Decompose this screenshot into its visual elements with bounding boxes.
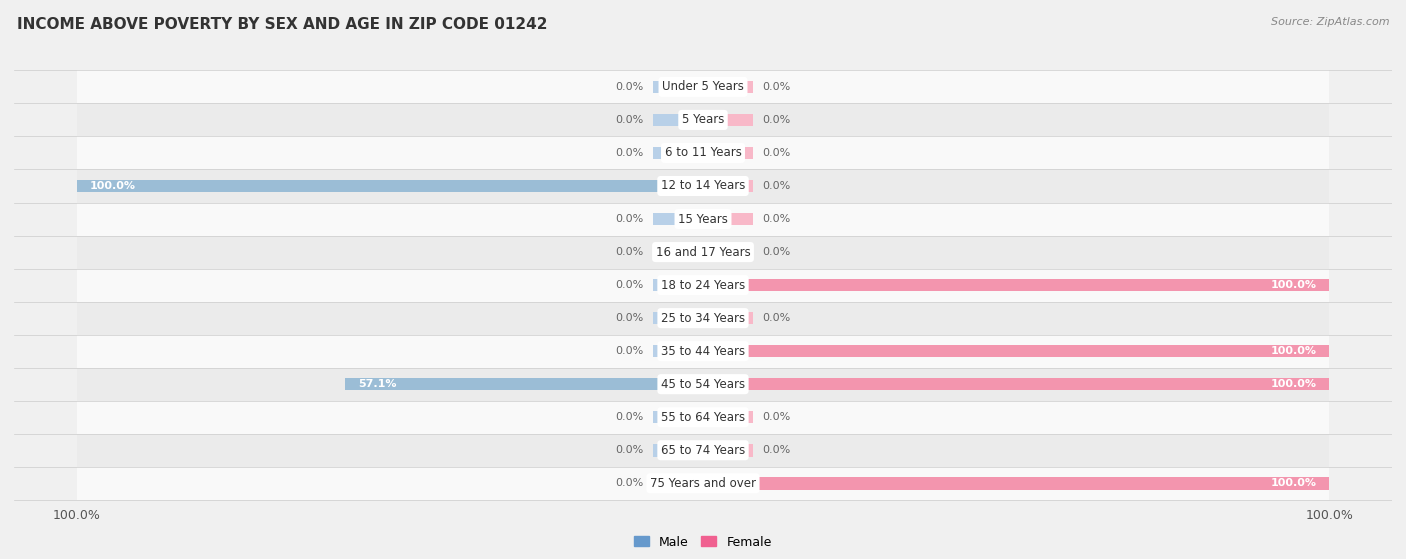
Text: 0.0%: 0.0%	[616, 479, 644, 488]
Bar	[77, 202, 1329, 235]
Bar	[652, 411, 703, 424]
Bar	[652, 246, 703, 258]
Bar	[77, 268, 1329, 302]
Legend: Male, Female: Male, Female	[630, 530, 776, 553]
Text: 0.0%: 0.0%	[616, 446, 644, 455]
Bar	[703, 80, 754, 93]
Text: 5 Years: 5 Years	[682, 113, 724, 126]
Bar	[652, 146, 703, 159]
Text: 0.0%: 0.0%	[762, 181, 790, 191]
Text: 0.0%: 0.0%	[762, 247, 790, 257]
Bar	[703, 312, 754, 324]
Bar	[703, 444, 754, 457]
Bar	[652, 477, 703, 490]
Text: Source: ZipAtlas.com: Source: ZipAtlas.com	[1271, 17, 1389, 27]
Bar	[77, 401, 1329, 434]
Text: 100.0%: 100.0%	[1271, 346, 1317, 356]
Text: 0.0%: 0.0%	[762, 148, 790, 158]
Text: 0.0%: 0.0%	[616, 82, 644, 92]
Bar	[652, 279, 703, 291]
Bar	[703, 378, 1329, 391]
Text: INCOME ABOVE POVERTY BY SEX AND AGE IN ZIP CODE 01242: INCOME ABOVE POVERTY BY SEX AND AGE IN Z…	[17, 17, 547, 32]
Bar	[703, 146, 754, 159]
Text: 100.0%: 100.0%	[1271, 280, 1317, 290]
Text: 100.0%: 100.0%	[1271, 379, 1317, 389]
Text: 0.0%: 0.0%	[616, 148, 644, 158]
Bar	[652, 213, 703, 225]
Bar	[77, 103, 1329, 136]
Bar	[77, 368, 1329, 401]
Bar	[652, 113, 703, 126]
Text: 0.0%: 0.0%	[616, 346, 644, 356]
Bar	[77, 169, 1329, 202]
Bar	[77, 136, 1329, 169]
Bar	[652, 80, 703, 93]
Bar	[703, 246, 754, 258]
Text: 45 to 54 Years: 45 to 54 Years	[661, 378, 745, 391]
Bar	[77, 70, 1329, 103]
Bar	[77, 434, 1329, 467]
Text: 0.0%: 0.0%	[616, 280, 644, 290]
Text: Under 5 Years: Under 5 Years	[662, 80, 744, 93]
Bar	[77, 235, 1329, 268]
Text: 18 to 24 Years: 18 to 24 Years	[661, 278, 745, 292]
Bar	[703, 213, 754, 225]
Text: 0.0%: 0.0%	[762, 446, 790, 455]
Bar	[346, 378, 703, 391]
Text: 100.0%: 100.0%	[1271, 479, 1317, 488]
Bar	[652, 312, 703, 324]
Text: 55 to 64 Years: 55 to 64 Years	[661, 411, 745, 424]
Text: 12 to 14 Years: 12 to 14 Years	[661, 179, 745, 192]
Text: 0.0%: 0.0%	[616, 247, 644, 257]
Text: 35 to 44 Years: 35 to 44 Years	[661, 345, 745, 358]
Bar	[652, 345, 703, 357]
Text: 0.0%: 0.0%	[762, 214, 790, 224]
Text: 0.0%: 0.0%	[616, 115, 644, 125]
Bar	[703, 411, 754, 424]
Text: 0.0%: 0.0%	[616, 214, 644, 224]
Text: 25 to 34 Years: 25 to 34 Years	[661, 311, 745, 325]
Text: 15 Years: 15 Years	[678, 212, 728, 225]
Text: 75 Years and over: 75 Years and over	[650, 477, 756, 490]
Text: 65 to 74 Years: 65 to 74 Years	[661, 444, 745, 457]
Bar	[77, 467, 1329, 500]
Bar	[652, 444, 703, 457]
Text: 57.1%: 57.1%	[359, 379, 396, 389]
Text: 100.0%: 100.0%	[89, 181, 135, 191]
Text: 0.0%: 0.0%	[762, 313, 790, 323]
Bar	[703, 279, 1329, 291]
Bar	[703, 477, 1329, 490]
Bar	[77, 302, 1329, 335]
Bar	[77, 335, 1329, 368]
Text: 16 and 17 Years: 16 and 17 Years	[655, 245, 751, 259]
Bar	[77, 180, 703, 192]
Text: 6 to 11 Years: 6 to 11 Years	[665, 146, 741, 159]
Text: 0.0%: 0.0%	[762, 412, 790, 422]
Text: 0.0%: 0.0%	[616, 313, 644, 323]
Bar	[703, 345, 1329, 357]
Text: 0.0%: 0.0%	[762, 82, 790, 92]
Bar	[703, 180, 754, 192]
Text: 0.0%: 0.0%	[762, 115, 790, 125]
Bar	[703, 113, 754, 126]
Text: 0.0%: 0.0%	[616, 412, 644, 422]
